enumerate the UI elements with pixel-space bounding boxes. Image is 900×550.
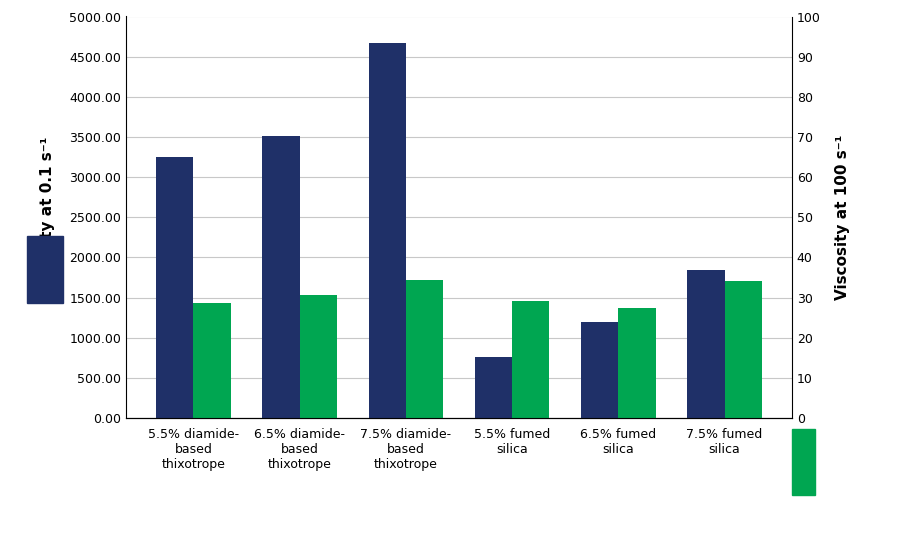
Bar — [581, 322, 618, 418]
Bar — [406, 280, 443, 418]
Bar — [369, 43, 406, 418]
Bar — [724, 282, 761, 418]
Y-axis label: Viscosity at 0.1 s⁻¹: Viscosity at 0.1 s⁻¹ — [40, 137, 55, 298]
Bar — [157, 157, 194, 418]
Bar — [618, 308, 655, 418]
Bar — [688, 270, 724, 418]
Bar — [300, 295, 337, 418]
Bar — [194, 302, 230, 418]
Bar — [475, 357, 512, 418]
Bar — [512, 301, 549, 418]
Y-axis label: Viscosity at 100 s⁻¹: Viscosity at 100 s⁻¹ — [834, 135, 850, 300]
Bar — [263, 136, 300, 418]
